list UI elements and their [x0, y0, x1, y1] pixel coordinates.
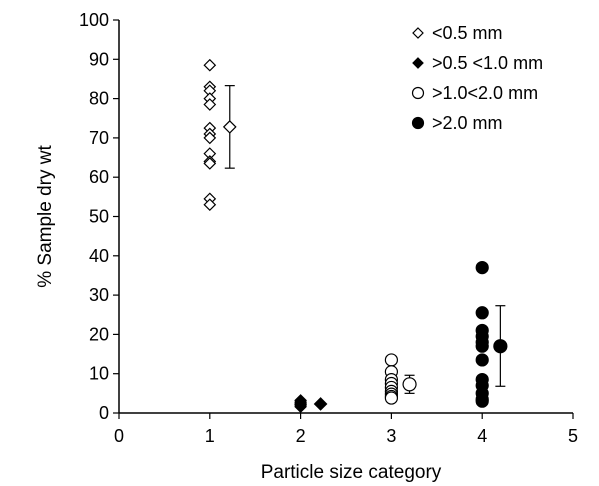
y-tick-label: 10	[89, 364, 109, 384]
y-tick-label: 100	[79, 10, 109, 30]
y-tick-label: 70	[89, 128, 109, 148]
y-tick-label: 60	[89, 167, 109, 187]
data-point	[385, 354, 397, 366]
mean-marker	[403, 378, 416, 391]
y-ticks: 0 10 20 30 40 50 60 70 80 90 100	[79, 10, 119, 423]
mean-marker	[315, 398, 327, 410]
x-tick-label: 4	[477, 426, 487, 446]
legend-label: >2.0 mm	[432, 113, 503, 133]
legend-marker	[413, 118, 424, 129]
y-tick-label: 80	[89, 89, 109, 109]
data-point	[385, 392, 397, 404]
legend-label: <0.5 mm	[432, 23, 503, 43]
x-tick-label: 3	[386, 426, 396, 446]
data-point	[476, 262, 488, 274]
summary-markers	[224, 86, 507, 410]
y-tick-label: 40	[89, 246, 109, 266]
data-point	[476, 395, 488, 407]
legend-label: >1.0<2.0 mm	[432, 83, 538, 103]
x-tick-label: 1	[205, 426, 215, 446]
y-tick-label: 50	[89, 207, 109, 227]
data-point	[476, 307, 488, 319]
axes	[119, 20, 573, 413]
x-tick-label: 0	[114, 426, 124, 446]
data-point	[204, 60, 215, 71]
y-axis-title: % Sample dry wt	[35, 145, 56, 288]
legend-label: >0.5 <1.0 mm	[432, 53, 543, 73]
y-tick-label: 20	[89, 324, 109, 344]
x-tick-label: 2	[296, 426, 306, 446]
x-tick-label: 5	[568, 426, 578, 446]
legend-marker	[413, 58, 423, 68]
data-point	[476, 340, 488, 352]
data-point	[476, 354, 488, 366]
y-tick-label: 30	[89, 285, 109, 305]
mean-marker	[224, 121, 236, 133]
legend: <0.5 mm >0.5 <1.0 mm >1.0<2.0 mm >2.0 mm	[413, 23, 544, 133]
x-axis-title: Particle size category	[261, 462, 442, 483]
y-tick-label: 90	[89, 49, 109, 69]
y-tick-label: 0	[99, 403, 109, 423]
mean-marker	[494, 340, 507, 353]
legend-marker	[413, 28, 423, 38]
legend-marker	[413, 88, 424, 99]
x-ticks: 0 1 2 3 4 5	[114, 413, 578, 446]
